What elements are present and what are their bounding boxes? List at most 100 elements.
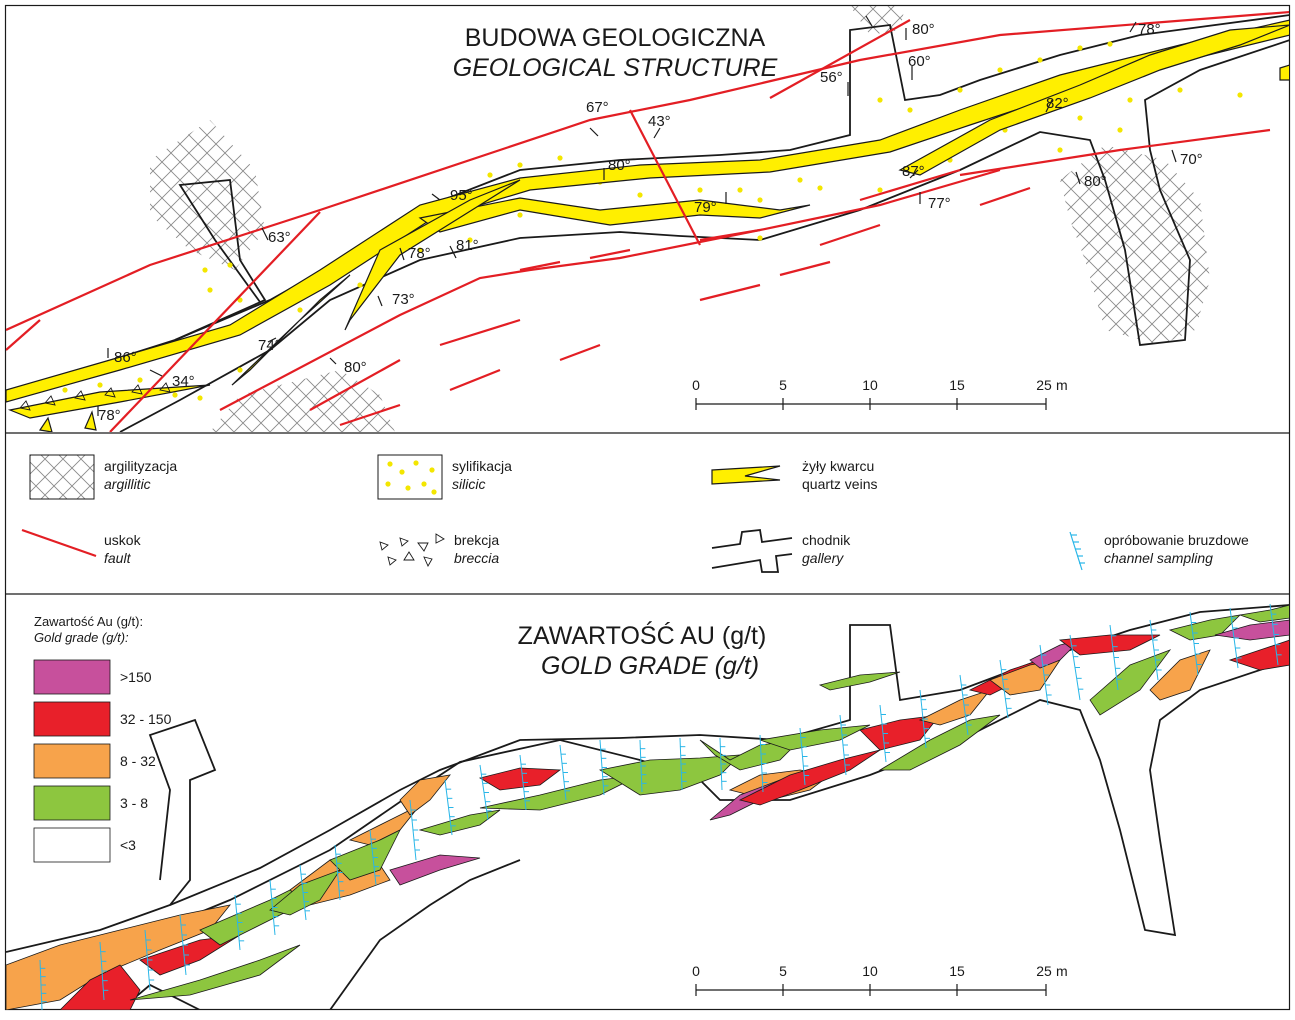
faults: [6, 10, 1289, 432]
silicic-dot: [357, 282, 363, 288]
legend-label-pl: sylifikacja: [452, 458, 512, 474]
sheet-frame: [4, 4, 1291, 1011]
silicic-dot: [737, 187, 743, 193]
bottom-panel-title: ZAWARTOŚĆ AU (g/t): [518, 620, 767, 650]
yellow-dots-icon: [377, 454, 443, 500]
grade-zone-3-8: [878, 714, 1001, 771]
silicic-dot: [1117, 127, 1123, 133]
grade-zone-32-150: [859, 714, 941, 751]
dip-label: 80°: [344, 359, 367, 376]
dip-label: 95°: [450, 187, 473, 204]
silicic-dot: [62, 387, 68, 393]
dip-label: 73°: [392, 291, 415, 308]
gallery-outline-lower: [119, 39, 1289, 432]
grade-label: 8 - 32: [120, 753, 156, 769]
legend-item-quartz-veins: żyły kwarcu quartz veins: [711, 458, 877, 492]
silicic-dot: [1237, 92, 1243, 98]
top-panel-subtitle: GEOLOGICAL STRUCTURE: [453, 54, 778, 82]
silicic-dot: [197, 395, 203, 401]
grade-swatch-lt3: [33, 827, 111, 863]
legend-item-gallery: chodnik gallery: [711, 529, 851, 573]
grade-zone-3-8: [759, 724, 871, 751]
gallery-outline-branch: [329, 859, 521, 1010]
quartz-veins: [6, 19, 1289, 432]
silicic-dot: [172, 392, 178, 398]
grade-zone-8-32: [348, 804, 421, 846]
grade-zone-3-8: [818, 671, 901, 691]
dip-label: 81°: [456, 237, 479, 254]
gold-grade-zones: [6, 604, 1289, 1010]
grade-zone-gt150: [389, 854, 481, 886]
silicic-dot: [207, 287, 213, 293]
legend-label-en: argillitic: [104, 476, 151, 492]
grade-zone-32-150: [59, 964, 141, 1010]
grade-label: 32 - 150: [120, 711, 172, 727]
scale-bar-bottom: 0 5 10 15 25 m: [692, 963, 1068, 996]
legend-item-channel-sampling: opróbowanie bruzdowe channel sampling: [1069, 531, 1249, 571]
scale-tick-label: 15: [949, 377, 965, 393]
grade-zone-8-32: [918, 689, 992, 726]
silicic-dot: [1037, 57, 1043, 63]
silicic-dot: [1107, 41, 1113, 47]
dip-label: 87°: [902, 163, 925, 180]
breccia-triangles-icon: [379, 533, 445, 567]
silicic-dot: [1127, 97, 1133, 103]
silicic-dot: [487, 172, 493, 178]
scale-tick-label: 10: [862, 377, 878, 393]
dip-label: 78°: [98, 407, 121, 424]
silicic-dot: [877, 187, 883, 193]
silicic-dot: [797, 177, 803, 183]
dip-label: 77°: [928, 195, 951, 212]
scale-unit: m: [1056, 377, 1068, 393]
quartz-vein-icon: [711, 465, 781, 485]
legend-label-pl: żyły kwarcu: [802, 458, 874, 474]
grade-zone-3-8: [418, 809, 501, 836]
silicic-dots: [62, 41, 1243, 401]
scale-tick-label: 5: [779, 963, 787, 979]
argillitic-zones: [150, 6, 1210, 432]
legend-label-pl: uskok: [104, 532, 142, 548]
silicic-dot: [467, 237, 473, 243]
dip-arrows: [97, 15, 1177, 416]
grade-zone-32-150: [1058, 634, 1161, 656]
silicic-dot: [237, 367, 243, 373]
silicic-dot: [137, 377, 143, 383]
silicic-dot: [1057, 147, 1063, 153]
silicic-dot: [517, 212, 523, 218]
grade-zone-32-150: [1228, 639, 1289, 671]
breccia-triangles: [19, 382, 171, 411]
grade-zone-3-8: [129, 944, 301, 1001]
legend-label-en: quartz veins: [802, 476, 877, 492]
silicic-dot: [202, 267, 208, 273]
silicic-dot: [1077, 115, 1083, 121]
grade-label: 3 - 8: [120, 795, 148, 811]
grade-zone-32-150: [478, 767, 562, 791]
silicic-dot: [757, 235, 763, 241]
dip-label: 34°: [172, 373, 195, 390]
dip-label: 82°: [1046, 95, 1069, 112]
silicic-dot: [907, 107, 913, 113]
legend-label-pl: argilityzacja: [104, 458, 177, 474]
legend-label-pl: opróbowanie bruzdowe: [1104, 532, 1249, 548]
dip-label: 80°: [608, 157, 631, 174]
dip-label: 74°: [258, 337, 281, 354]
grade-zone-3-8: [598, 754, 742, 796]
scale-tick-label: 10: [862, 963, 878, 979]
dip-label: 80°: [912, 21, 935, 38]
dip-label: 67°: [586, 99, 609, 116]
grade-zone-8-32: [1149, 649, 1211, 701]
silicic-dot: [227, 262, 233, 268]
legend-item-silicic: sylifikacja silicic: [377, 454, 512, 500]
grade-legend-title: Zawartość Au (g/t):: [34, 614, 143, 629]
grade-zone-3-8: [1089, 649, 1172, 716]
legend-label-en: channel sampling: [1104, 550, 1213, 566]
dip-label: 78°: [408, 245, 431, 262]
silicic-dot: [697, 187, 703, 193]
legend-item-argillitic: argilityzacja argillitic: [29, 454, 177, 500]
grade-zone-8-32: [989, 659, 1061, 696]
grade-swatch-gt150: [33, 659, 111, 695]
gallery-outline-adit: [6, 718, 217, 953]
silicic-dot: [517, 162, 523, 168]
grade-zone-3-8: [1168, 614, 1242, 641]
